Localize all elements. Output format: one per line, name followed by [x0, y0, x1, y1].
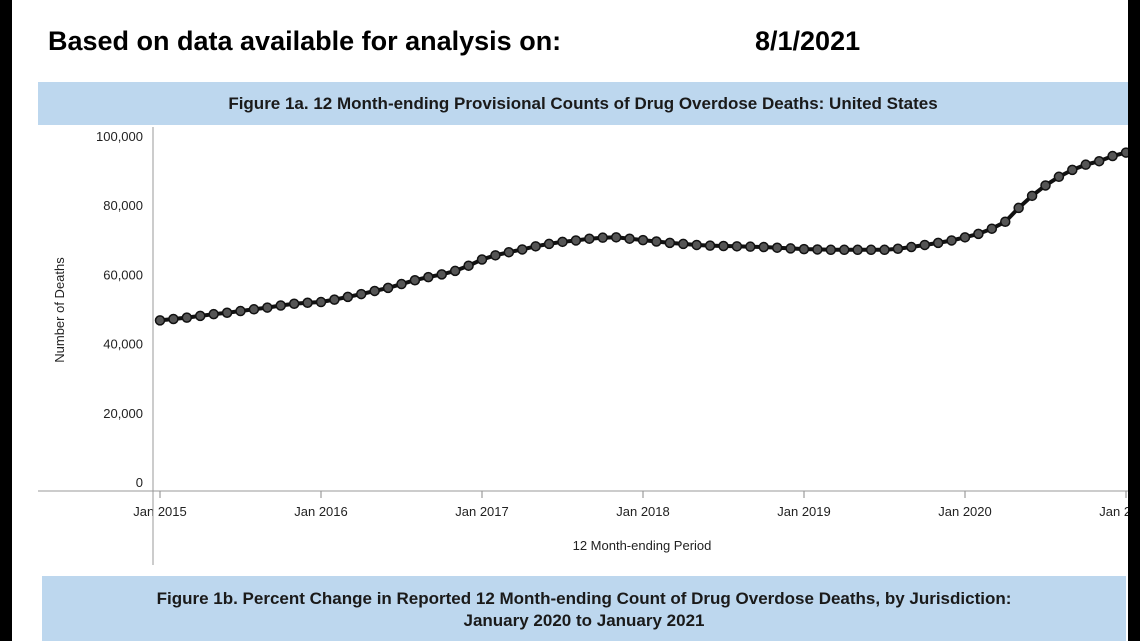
- data-point: [704, 240, 716, 251]
- data-point: [1053, 171, 1065, 183]
- data-point: [248, 304, 260, 315]
- data-point: [637, 234, 649, 246]
- y-axis-title: Number of Deaths: [52, 257, 67, 363]
- data-point: [543, 238, 555, 250]
- data-point: [195, 310, 206, 322]
- overdose-deaths-line-chart: 100,000 80,000 60,000 40,000 20,000 0 Jan 201…: [38, 127, 1140, 565]
- data-point: [570, 235, 582, 246]
- data-point: [1040, 180, 1051, 191]
- x-tick-label: Jan 2020: [938, 504, 992, 519]
- figure-1a-title-banner: Figure 1a. 12 Month-ending Provisional C…: [38, 82, 1128, 125]
- data-point: [678, 238, 689, 250]
- x-tick-label: Jan 2018: [616, 504, 670, 519]
- data-point: [1080, 159, 1091, 170]
- series-points: [154, 147, 1132, 326]
- data-point: [812, 244, 823, 255]
- data-point: [235, 305, 246, 317]
- data-point: [1026, 190, 1038, 202]
- data-point: [691, 239, 702, 251]
- x-axis-title: 12 Month-ending Period: [573, 538, 712, 553]
- data-point: [664, 237, 676, 249]
- data-point: [342, 291, 354, 303]
- figure-1b-title-line2: January 2020 to January 2021: [463, 611, 705, 630]
- figure-1b-title-line1: Figure 1b. Percent Change in Reported 12…: [156, 589, 1012, 608]
- y-tick-label: 40,000: [103, 337, 143, 352]
- y-tick-label: 100,000: [96, 129, 143, 144]
- y-axis-ticks: 100,000 80,000 60,000 40,000 20,000 0: [96, 129, 143, 490]
- data-point: [168, 313, 179, 325]
- data-point: [825, 244, 837, 256]
- data-point: [892, 243, 904, 255]
- x-tick-label: Jan 2019: [777, 504, 831, 519]
- data-point: [436, 269, 447, 280]
- data-point: [409, 274, 421, 286]
- data-point: [369, 285, 380, 297]
- data-point: [986, 223, 998, 234]
- data-point: [1067, 164, 1078, 176]
- y-tick-label: 0: [136, 475, 143, 490]
- data-point: [919, 239, 930, 251]
- y-tick-label: 60,000: [103, 267, 143, 282]
- data-point: [275, 300, 286, 311]
- data-point: [624, 233, 635, 244]
- data-point: [758, 241, 769, 253]
- data-point: [449, 265, 461, 277]
- x-tick-label: Jan 2015: [133, 504, 187, 519]
- data-point: [490, 250, 501, 261]
- data-point: [208, 308, 219, 320]
- data-point: [396, 278, 407, 290]
- data-point: [329, 294, 340, 305]
- analysis-date-value: 8/1/2021: [755, 26, 861, 56]
- data-point: [973, 228, 984, 240]
- data-point: [584, 233, 595, 244]
- data-point: [771, 242, 783, 253]
- data-point: [879, 244, 890, 256]
- figure-1b-title-banner: Figure 1b. Percent Change in Reported 12…: [42, 576, 1126, 641]
- x-tick-label: Jan 2017: [455, 504, 509, 519]
- x-axis-ticks: Jan 2015 Jan 2016 Jan 2017 Jan 2018 Jan 2019…: [133, 491, 1140, 519]
- data-point: [221, 307, 233, 319]
- data-point: [906, 241, 917, 253]
- data-point: [745, 241, 756, 252]
- data-point: [382, 282, 394, 294]
- right-frame-edge: [1128, 0, 1140, 641]
- data-point: [932, 237, 944, 249]
- data-point: [181, 312, 193, 323]
- analysis-date-label: Based on data available for analysis on:: [48, 26, 562, 56]
- data-point: [610, 232, 622, 243]
- data-point: [423, 271, 434, 283]
- data-point: [946, 235, 957, 246]
- data-point: [517, 244, 528, 255]
- data-point: [1013, 202, 1024, 214]
- data-point: [865, 244, 877, 256]
- data-point: [839, 244, 850, 256]
- data-point: [356, 288, 367, 300]
- data-point: [503, 246, 515, 258]
- left-frame-edge: [0, 0, 12, 641]
- data-point: [1093, 155, 1105, 167]
- x-tick-label: Jan 2016: [294, 504, 348, 519]
- data-point: [959, 232, 971, 243]
- data-point: [798, 243, 810, 255]
- data-point: [785, 243, 796, 254]
- data-point: [718, 240, 729, 252]
- data-point: [302, 297, 313, 308]
- data-point: [852, 244, 863, 256]
- data-point: [597, 232, 608, 243]
- data-point: [530, 241, 541, 252]
- data-point: [651, 236, 662, 247]
- data-point: [262, 302, 273, 313]
- data-point: [154, 315, 166, 326]
- data-point: [476, 254, 488, 265]
- data-point: [1000, 216, 1011, 228]
- y-tick-label: 80,000: [103, 198, 143, 213]
- data-point: [288, 298, 300, 310]
- data-point: [557, 236, 568, 248]
- data-point: [1107, 150, 1118, 162]
- data-point: [463, 260, 474, 271]
- y-tick-label: 20,000: [103, 406, 143, 421]
- data-point: [731, 241, 743, 252]
- data-point: [315, 296, 327, 308]
